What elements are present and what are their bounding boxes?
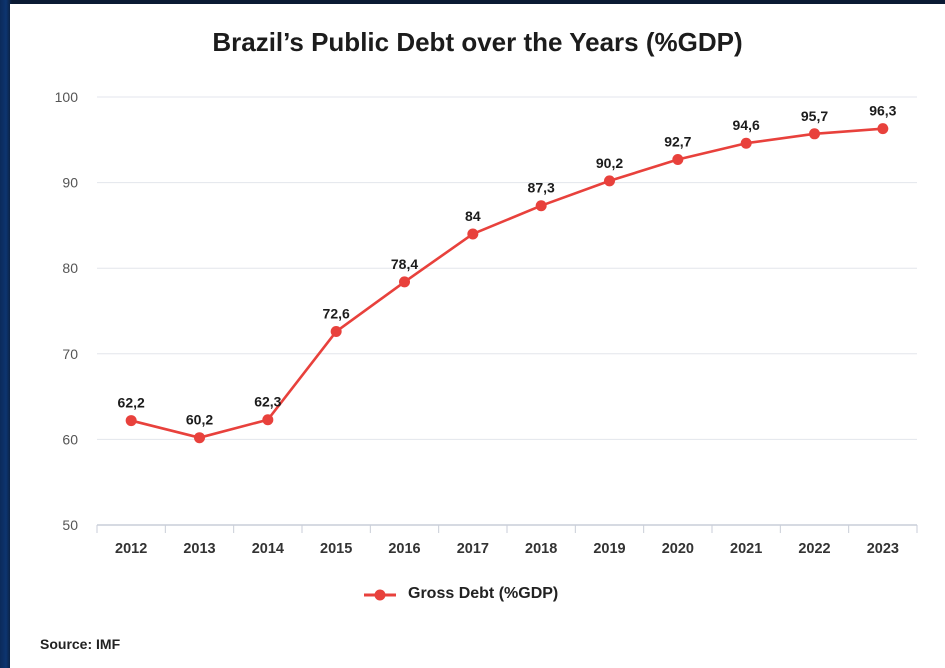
data-point[interactable] xyxy=(740,137,752,149)
data-label: 90,2 xyxy=(596,155,623,171)
x-tick-label: 2015 xyxy=(320,541,352,557)
chart-title: Brazil’s Public Debt over the Years (%GD… xyxy=(212,27,743,57)
data-point[interactable] xyxy=(672,153,684,165)
data-label: 60,2 xyxy=(186,412,213,428)
data-point[interactable] xyxy=(194,432,205,444)
legend-marker-icon xyxy=(364,589,396,601)
x-tick-label: 2023 xyxy=(867,541,899,557)
data-label: 62,2 xyxy=(118,395,145,411)
y-tick-label: 70 xyxy=(62,346,78,362)
y-tick-label: 80 xyxy=(62,260,78,276)
x-tick-label: 2022 xyxy=(798,541,830,557)
data-point[interactable] xyxy=(399,276,410,288)
x-tick-label: 2019 xyxy=(593,541,625,557)
x-tick-label: 2013 xyxy=(183,541,215,557)
x-tick-label: 2021 xyxy=(730,541,762,557)
x-tick-label: 2018 xyxy=(525,541,557,557)
legend[interactable]: Gross Debt (%GDP) xyxy=(362,582,558,606)
data-point[interactable] xyxy=(330,326,342,338)
y-tick-label: 50 xyxy=(62,517,78,533)
x-tick-label: 2020 xyxy=(662,541,694,557)
data-label: 96,3 xyxy=(869,103,896,119)
data-point[interactable] xyxy=(125,415,137,427)
data-point[interactable] xyxy=(604,175,615,187)
x-tick-label: 2014 xyxy=(252,541,284,557)
x-tick-label: 2017 xyxy=(457,541,489,557)
data-point[interactable] xyxy=(877,123,889,135)
y-tick-label: 100 xyxy=(55,89,79,105)
data-label: 72,6 xyxy=(323,306,350,322)
chart-plot: 50 60 70 80 90 100 2012 2013 2014 2015 2016 2017 201… xyxy=(55,89,918,557)
data-point[interactable] xyxy=(809,128,820,140)
source-note: Source: IMF xyxy=(40,636,121,652)
data-label: 62,3 xyxy=(254,394,281,410)
data-label: 94,6 xyxy=(733,117,760,133)
series-line xyxy=(130,127,883,439)
data-label: 92,7 xyxy=(664,133,691,149)
data-label: 84 xyxy=(465,208,481,224)
data-point[interactable] xyxy=(262,414,274,426)
x-tick-label: 2016 xyxy=(388,541,420,557)
y-tick-label: 60 xyxy=(62,431,78,447)
data-label: 87,3 xyxy=(528,180,555,196)
x-tick-label: 2012 xyxy=(115,541,147,557)
y-tick-label: 90 xyxy=(62,175,78,191)
chart-panel: 50 60 70 80 90 100 2012 2013 2014 2015 2016 2017 201… xyxy=(10,4,945,668)
data-label: 78,4 xyxy=(391,256,418,272)
data-label: 95,7 xyxy=(801,108,828,124)
data-point[interactable] xyxy=(535,200,547,212)
legend-label: Gross Debt (%GDP) xyxy=(408,585,559,602)
data-point[interactable] xyxy=(467,228,479,240)
